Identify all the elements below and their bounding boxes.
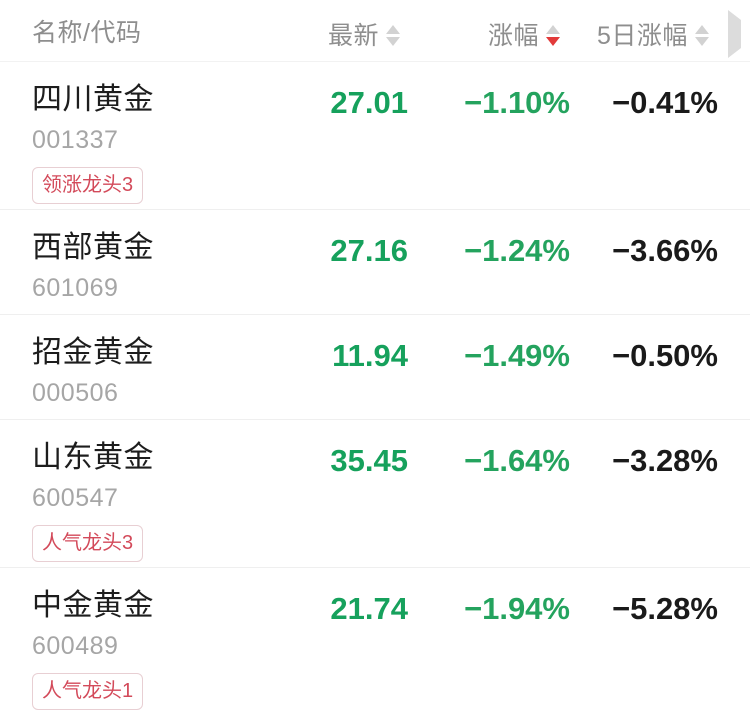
triangle-down-icon xyxy=(694,36,709,46)
status-badge: 人气龙头1 xyxy=(32,673,144,710)
change-percent-5d: −0.50% xyxy=(611,338,718,373)
stock-code: 001337 xyxy=(32,126,119,154)
column-header-change[interactable]: 涨幅 xyxy=(488,16,561,52)
change-percent-5d: −3.66% xyxy=(611,233,718,268)
sorter-change-5d[interactable] xyxy=(694,24,709,46)
status-badge: 人气龙头3 xyxy=(32,525,144,562)
triangle-up-icon xyxy=(546,24,561,34)
latest-price: 11.94 xyxy=(332,338,408,373)
stock-identity-cell[interactable]: 山东黄金 600547 人气龙头3 xyxy=(0,438,300,562)
stock-identity-cell[interactable]: 四川黄金 001337 领涨龙头3 xyxy=(0,80,300,204)
stock-code: 000506 xyxy=(32,379,119,407)
column-header-change-label: 涨幅 xyxy=(488,22,540,50)
table-row[interactable]: 中金黄金 600489 人气龙头1 21.74 −1.94% −5.28% xyxy=(0,568,750,716)
sorter-latest[interactable] xyxy=(386,24,401,46)
change-percent: −1.10% xyxy=(463,85,570,120)
change-percent: −1.49% xyxy=(463,338,570,373)
change-percent: −1.64% xyxy=(463,443,570,478)
column-header-name-code[interactable]: 名称/代码 xyxy=(32,13,141,49)
triangle-down-icon xyxy=(386,36,401,46)
table-row[interactable]: 西部黄金 601069 27.16 −1.24% −3.66% xyxy=(0,210,750,315)
chevron-right-icon xyxy=(728,10,741,58)
stock-identity-cell[interactable]: 招金黄金 000506 xyxy=(0,333,300,411)
table-row[interactable]: 招金黄金 000506 11.94 −1.49% −0.50% xyxy=(0,315,750,420)
change-percent-5d: −5.28% xyxy=(611,591,718,626)
column-header-latest[interactable]: 最新 xyxy=(328,16,401,52)
change-percent: −1.24% xyxy=(463,233,570,268)
stock-name: 中金黄金 xyxy=(32,589,154,622)
triangle-up-icon xyxy=(694,24,709,34)
column-header-change-5d-label: 5日涨幅 xyxy=(597,22,688,50)
table-row[interactable]: 四川黄金 001337 领涨龙头3 27.01 −1.10% −0.41% xyxy=(0,62,750,210)
table-body: 四川黄金 001337 领涨龙头3 27.01 −1.10% −0.41% 西部… xyxy=(0,62,750,716)
next-columns-button[interactable] xyxy=(728,10,741,58)
table-row[interactable]: 山东黄金 600547 人气龙头3 35.45 −1.64% −3.28% xyxy=(0,420,750,568)
stock-code: 600547 xyxy=(32,484,119,512)
status-badge: 领涨龙头3 xyxy=(32,167,144,204)
column-header-latest-label: 最新 xyxy=(328,22,380,50)
change-percent-5d: −0.41% xyxy=(611,85,718,120)
latest-price: 35.45 xyxy=(330,443,408,478)
stock-code: 600489 xyxy=(32,632,119,660)
latest-price: 21.74 xyxy=(330,591,408,626)
stock-name: 西部黄金 xyxy=(32,231,154,264)
stock-identity-cell[interactable]: 中金黄金 600489 人气龙头1 xyxy=(0,586,300,710)
stock-name: 招金黄金 xyxy=(32,336,154,369)
sorter-change[interactable] xyxy=(546,24,561,46)
change-percent-5d: −3.28% xyxy=(611,443,718,478)
change-percent: −1.94% xyxy=(463,591,570,626)
stock-name: 山东黄金 xyxy=(32,441,154,474)
column-header-change-5d[interactable]: 5日涨幅 xyxy=(597,16,709,52)
triangle-down-icon xyxy=(546,36,561,46)
latest-price: 27.16 xyxy=(330,233,408,268)
stock-name: 四川黄金 xyxy=(32,83,154,116)
triangle-up-icon xyxy=(386,24,401,34)
stock-identity-cell[interactable]: 西部黄金 601069 xyxy=(0,228,300,306)
latest-price: 27.01 xyxy=(330,85,408,120)
stock-code: 601069 xyxy=(32,274,119,302)
column-header-name-code-label: 名称/代码 xyxy=(32,18,142,47)
table-header: 名称/代码 最新 涨幅 5日涨幅 xyxy=(0,0,750,62)
